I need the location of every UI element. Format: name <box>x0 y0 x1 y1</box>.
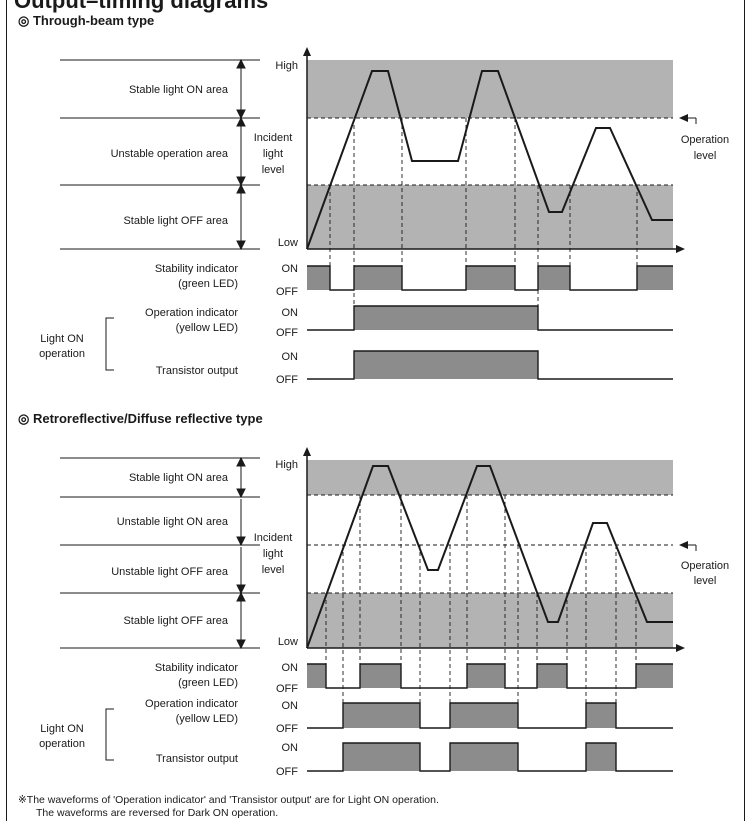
row-label: (yellow LED) <box>176 713 238 725</box>
area-label: Stable light ON area <box>129 472 229 484</box>
page-title: Output–timing diagrams <box>14 0 268 13</box>
on-label: ON <box>282 307 299 319</box>
row-label: Stability indicator <box>155 662 238 674</box>
axis-low-label: Low <box>278 636 298 648</box>
row-label: Transistor output <box>156 365 238 377</box>
area-label: Stable light ON area <box>129 84 229 96</box>
axis-label-line: level <box>262 164 285 176</box>
group-bracket <box>105 708 114 761</box>
operation-indicator-row <box>307 702 673 729</box>
on-label: ON <box>282 263 299 275</box>
timing-guides <box>329 118 638 330</box>
on-label: ON <box>282 351 299 363</box>
axis-low-label: Low <box>278 237 298 249</box>
axis-label-line: light <box>263 548 283 560</box>
on-label: ON <box>282 662 299 674</box>
stable-off-band <box>307 185 673 249</box>
area-label: Unstable light OFF area <box>111 566 229 578</box>
y-axis-arrow <box>303 47 311 56</box>
area-labels <box>60 456 260 650</box>
group-label: operation <box>39 738 85 750</box>
op-level-label: Operation <box>681 560 729 572</box>
transistor-output-row <box>307 350 673 380</box>
transistor-output-row <box>307 742 673 772</box>
row-label: Operation indicator <box>145 698 238 710</box>
on-label: ON <box>282 742 299 754</box>
off-label: OFF <box>276 327 298 339</box>
op-level-pointer-arrow <box>679 541 688 549</box>
through-beam-diagram: Stable light ON area Unstable operation … <box>39 47 729 386</box>
op-level-label: level <box>694 150 717 162</box>
operation-indicator-row <box>307 305 673 331</box>
row-label: (green LED) <box>178 677 238 689</box>
incident-light-waveform <box>306 465 673 649</box>
group-label: operation <box>39 348 85 360</box>
footnote-line: The waveforms are reversed for Dark ON o… <box>36 807 278 819</box>
outer-border <box>6 0 745 826</box>
section-title-through-beam: ◎ Through-beam type <box>18 13 154 28</box>
axis-label-line: Incident <box>254 532 293 544</box>
row-label: (green LED) <box>178 278 238 290</box>
off-label: OFF <box>276 374 298 386</box>
axis-label-line: Incident <box>254 132 293 144</box>
off-label: OFF <box>276 683 298 695</box>
axis-label-line: light <box>263 148 283 160</box>
group-label: Light ON <box>40 723 83 735</box>
axis-high-label: High <box>275 60 298 72</box>
footnote-line: ※The waveforms of 'Operation indicator' … <box>18 794 439 806</box>
axis-high-label: High <box>275 459 298 471</box>
x-axis-arrow <box>676 245 685 253</box>
off-label: OFF <box>276 723 298 735</box>
group-label: Light ON <box>40 333 83 345</box>
op-level-label: level <box>694 575 717 587</box>
area-labels <box>60 58 260 251</box>
axis-label-line: level <box>262 564 285 576</box>
row-label: Stability indicator <box>155 263 238 275</box>
row-label: (yellow LED) <box>176 322 238 334</box>
stability-indicator-row <box>307 663 673 689</box>
section-title-retroreflective: ◎ Retroreflective/Diffuse reflective typ… <box>18 411 263 426</box>
op-level-pointer-arrow <box>679 114 688 122</box>
on-label: ON <box>282 700 299 712</box>
stable-on-band <box>307 60 673 118</box>
row-label: Transistor output <box>156 753 238 765</box>
row-label: Operation indicator <box>145 307 238 319</box>
retroreflective-diagram: Stable light ON area Unstable light ON a… <box>39 447 729 778</box>
off-label: OFF <box>276 286 298 298</box>
op-level-label: Operation <box>681 134 729 146</box>
area-label: Stable light OFF area <box>123 615 228 627</box>
y-axis-arrow <box>303 447 311 456</box>
incident-light-waveform <box>306 70 673 250</box>
area-label: Stable light OFF area <box>123 215 228 227</box>
area-label: Unstable operation area <box>111 148 229 160</box>
area-label: Unstable light ON area <box>117 516 229 528</box>
x-axis-arrow <box>676 644 685 652</box>
off-label: OFF <box>276 766 298 778</box>
stability-indicator-row <box>307 265 673 291</box>
group-bracket <box>105 317 114 371</box>
stable-off-band <box>307 593 673 648</box>
